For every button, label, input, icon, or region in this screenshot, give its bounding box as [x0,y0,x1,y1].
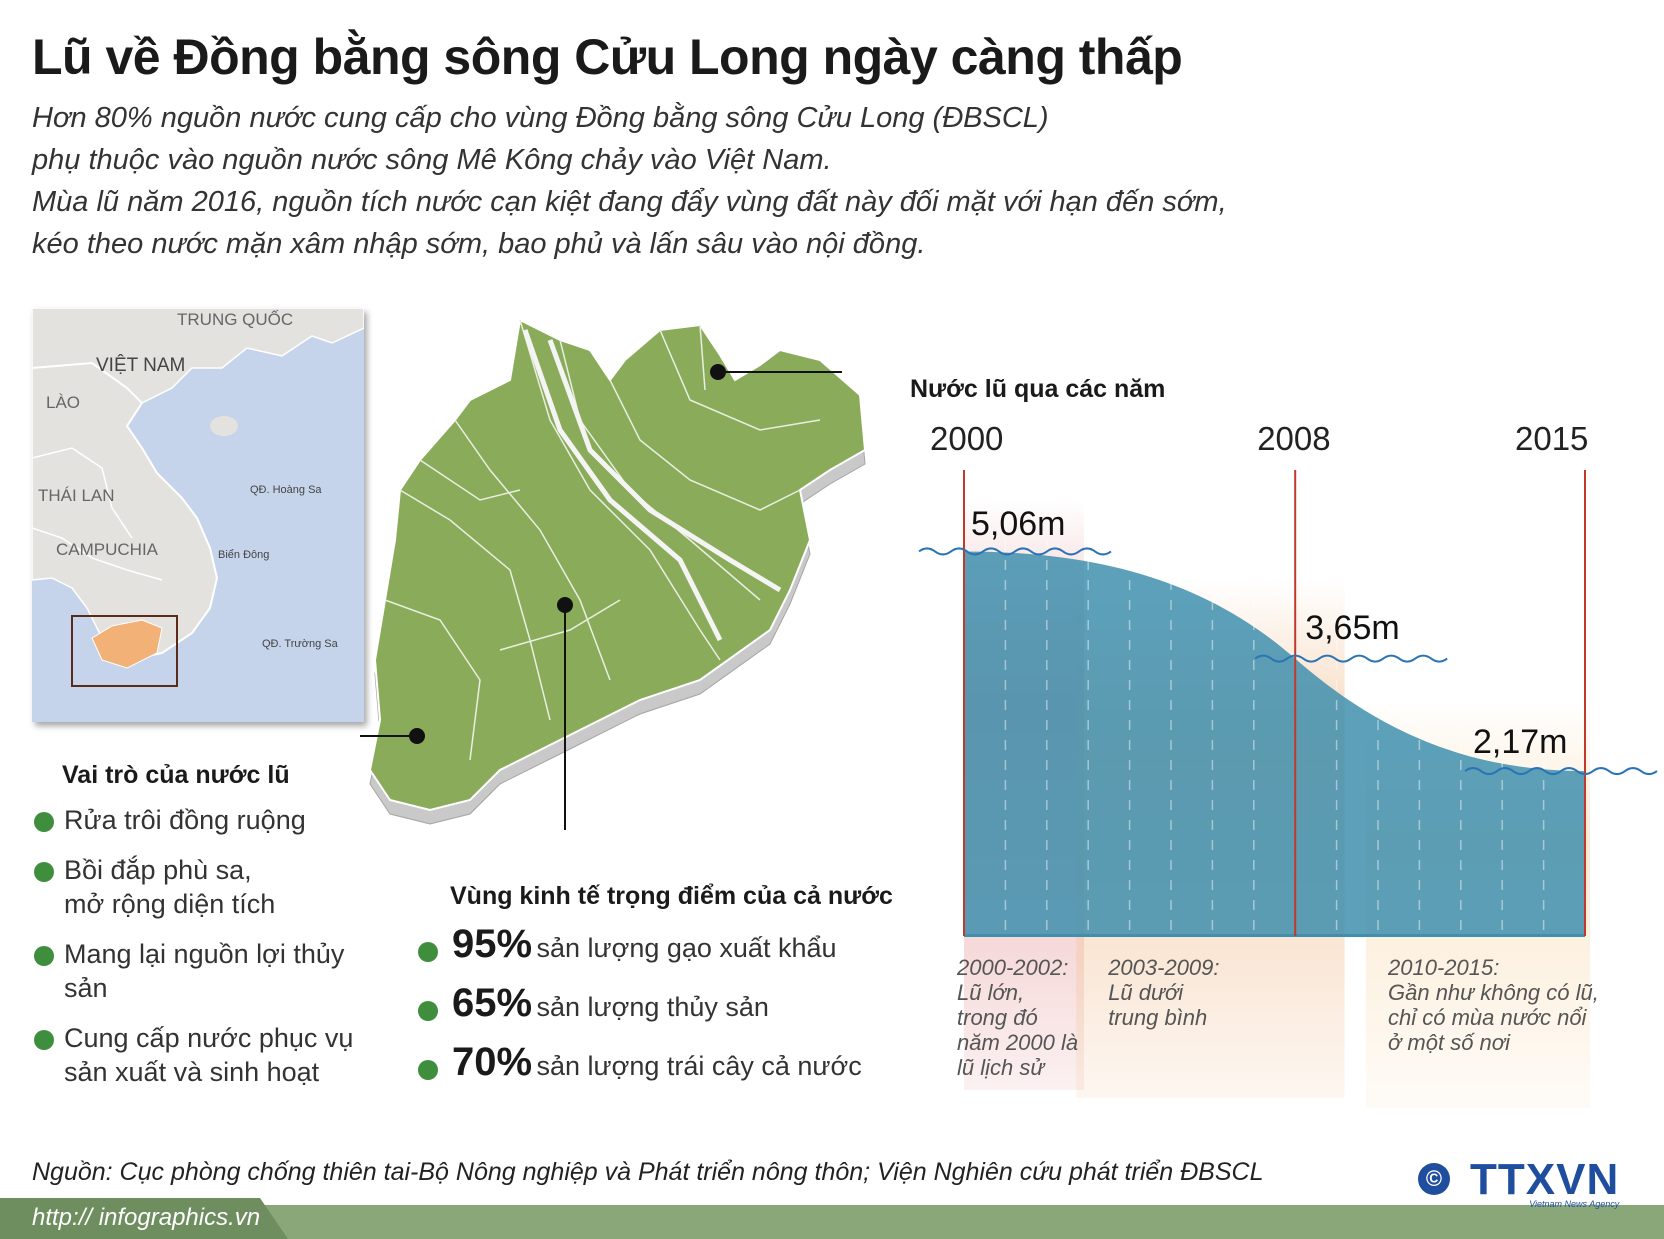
period-note: 2003-2009: Lũ dưới trung bình [1108,955,1219,1030]
inset-highlight-box [71,615,178,687]
period-note-line: ở một số nơi [1388,1030,1510,1055]
intro-line-1: Hơn 80% nguồn nước cung cấp cho vùng Đồn… [32,102,1049,134]
roles-item: Mang lại nguồn lợi thủy sản [34,937,394,1005]
roles-item-line: Mang lại nguồn lợi thủy sản [64,939,345,1003]
period-note-line: Lũ dưới [1108,980,1184,1005]
label-hoang-sa: QĐ. Hoàng Sa [250,484,322,496]
period-note-line: Lũ lớn, [957,980,1025,1005]
economy-item: 95% sản lượng gạo xuất khẩu [418,922,898,981]
bullet-icon [34,1030,54,1050]
flood-area [964,551,1585,936]
economy-pct: 65% [452,981,533,1025]
roles-item-line: sản xuất và sinh hoạt [64,1057,320,1087]
water-level-wave [1254,654,1448,663]
intro-line-2: phụ thuộc vào nguồn nước sông Mê Kông ch… [32,144,832,176]
bullet-icon [418,942,438,962]
intro-line-3: Mùa lũ năm 2016, nguồn tích nước cạn kiệ… [32,186,1227,218]
bullet-icon [34,812,54,832]
period-note: 2000-2002: Lũ lớn, trong đó năm 2000 là lũ l… [957,955,1078,1080]
bullet-icon [34,946,54,966]
economy-item: 70% sản lượng trái cây cả nước [418,1040,898,1099]
roles-item: Rửa trôi đồng ruộng [34,803,394,837]
period-note: 2010-2015: Gần như không có lũ, chỉ có mùa… [1388,955,1599,1055]
economy-text: sản lượng thủy sản [536,992,769,1022]
economy-list: 95% sản lượng gạo xuất khẩu 65% sản lượn… [418,922,898,1099]
economy-text: sản lượng trái cây cả nước [536,1051,862,1081]
label-thailand: THÁI LAN [38,486,115,505]
period-note-line: năm 2000 là [957,1030,1079,1055]
ttxvn-logo: TTXVN Vietnam News Agency [1470,1155,1619,1209]
year-tick-label: 2000 [930,420,1004,457]
economy-text: sản lượng gạo xuất khẩu [536,933,837,963]
bullet-icon [34,862,54,882]
chart-title: Nước lũ qua các năm [910,375,1166,403]
period-note-line: 2010-2015: [1388,955,1500,980]
label-laos: LÀO [46,393,81,412]
roles-item-line: mở rộng diện tích [64,889,276,919]
logo-text: TTXVN [1470,1155,1620,1204]
bullet-icon [418,1001,438,1021]
roles-item: Cung cấp nước phục vụ sản xuất và sinh h… [34,1021,394,1089]
water-level-label: 2,17m [1473,723,1568,762]
footer-url[interactable]: http:// infographics.vn [32,1204,261,1231]
intro-line-4: kéo theo nước mặn xâm nhập sớm, bao phủ … [32,228,926,260]
label-cambodia: CAMPUCHIA [56,540,159,559]
inset-map-shapes [32,308,364,687]
roles-item-line: Rửa trôi đồng ruộng [64,805,306,835]
roles-item: Bồi đắp phù sa, mở rộng diện tích [34,853,394,921]
water-level-label: 5,06m [971,505,1066,544]
water-level-wave [1464,767,1658,776]
economy-pct: 70% [452,1040,533,1084]
period-note-line: 2003-2009: [1108,955,1220,980]
delta-map [360,318,867,830]
period-note-line: trong đó [957,1005,1038,1030]
logo-subtitle: Vietnam News Agency [1529,1199,1620,1209]
label-vietnam: VIỆT NAM [96,355,186,376]
label-china: TRUNG QUỐC [177,310,294,329]
economy-pct: 95% [452,922,533,966]
page-title: Lũ về Đồng bằng sông Cửu Long ngày càng … [32,29,1183,85]
bullet-icon [418,1060,438,1080]
roles-list: Rửa trôi đồng ruộng Bồi đắp phù sa, mở r… [34,803,394,1089]
source-note: Nguồn: Cục phòng chống thiên tai-Bộ Nông… [32,1158,1264,1186]
period-note-line: 2000-2002: [957,955,1069,980]
period-note-line: chỉ có mùa nước nổi [1388,1005,1587,1030]
economy-item: 65% sản lượng thủy sản [418,981,898,1040]
copyright-icon: © [1418,1163,1450,1195]
roles-item-line: Bồi đắp phù sa, [64,855,252,885]
footer-url-tab[interactable]: http:// infographics.vn [0,1198,288,1239]
period-note-line: lũ lịch sử [957,1055,1045,1080]
period-note-line: Gần như không có lũ, [1388,980,1599,1005]
year-tick-label: 2015 [1515,420,1589,457]
year-tick-label: 2008 [1257,420,1331,457]
chart-baseline [964,934,1585,937]
roles-item-line: Cung cấp nước phục vụ [64,1023,354,1053]
label-truong-sa: QĐ. Trường Sa [262,638,338,650]
inset-map: TRUNG QUỐC VIỆT NAM LÀO THÁI LAN CAMPUCH… [32,308,364,722]
roles-heading: Vai trò của nước lũ [62,761,290,789]
period-note-line: trung bình [1108,1005,1208,1030]
label-bien-dong: Biển Đông [218,549,270,561]
water-level-wave [918,547,1112,556]
water-level-label: 3,65m [1305,608,1400,647]
economy-heading: Vùng kinh tế trọng điểm của cả nước [450,882,893,910]
